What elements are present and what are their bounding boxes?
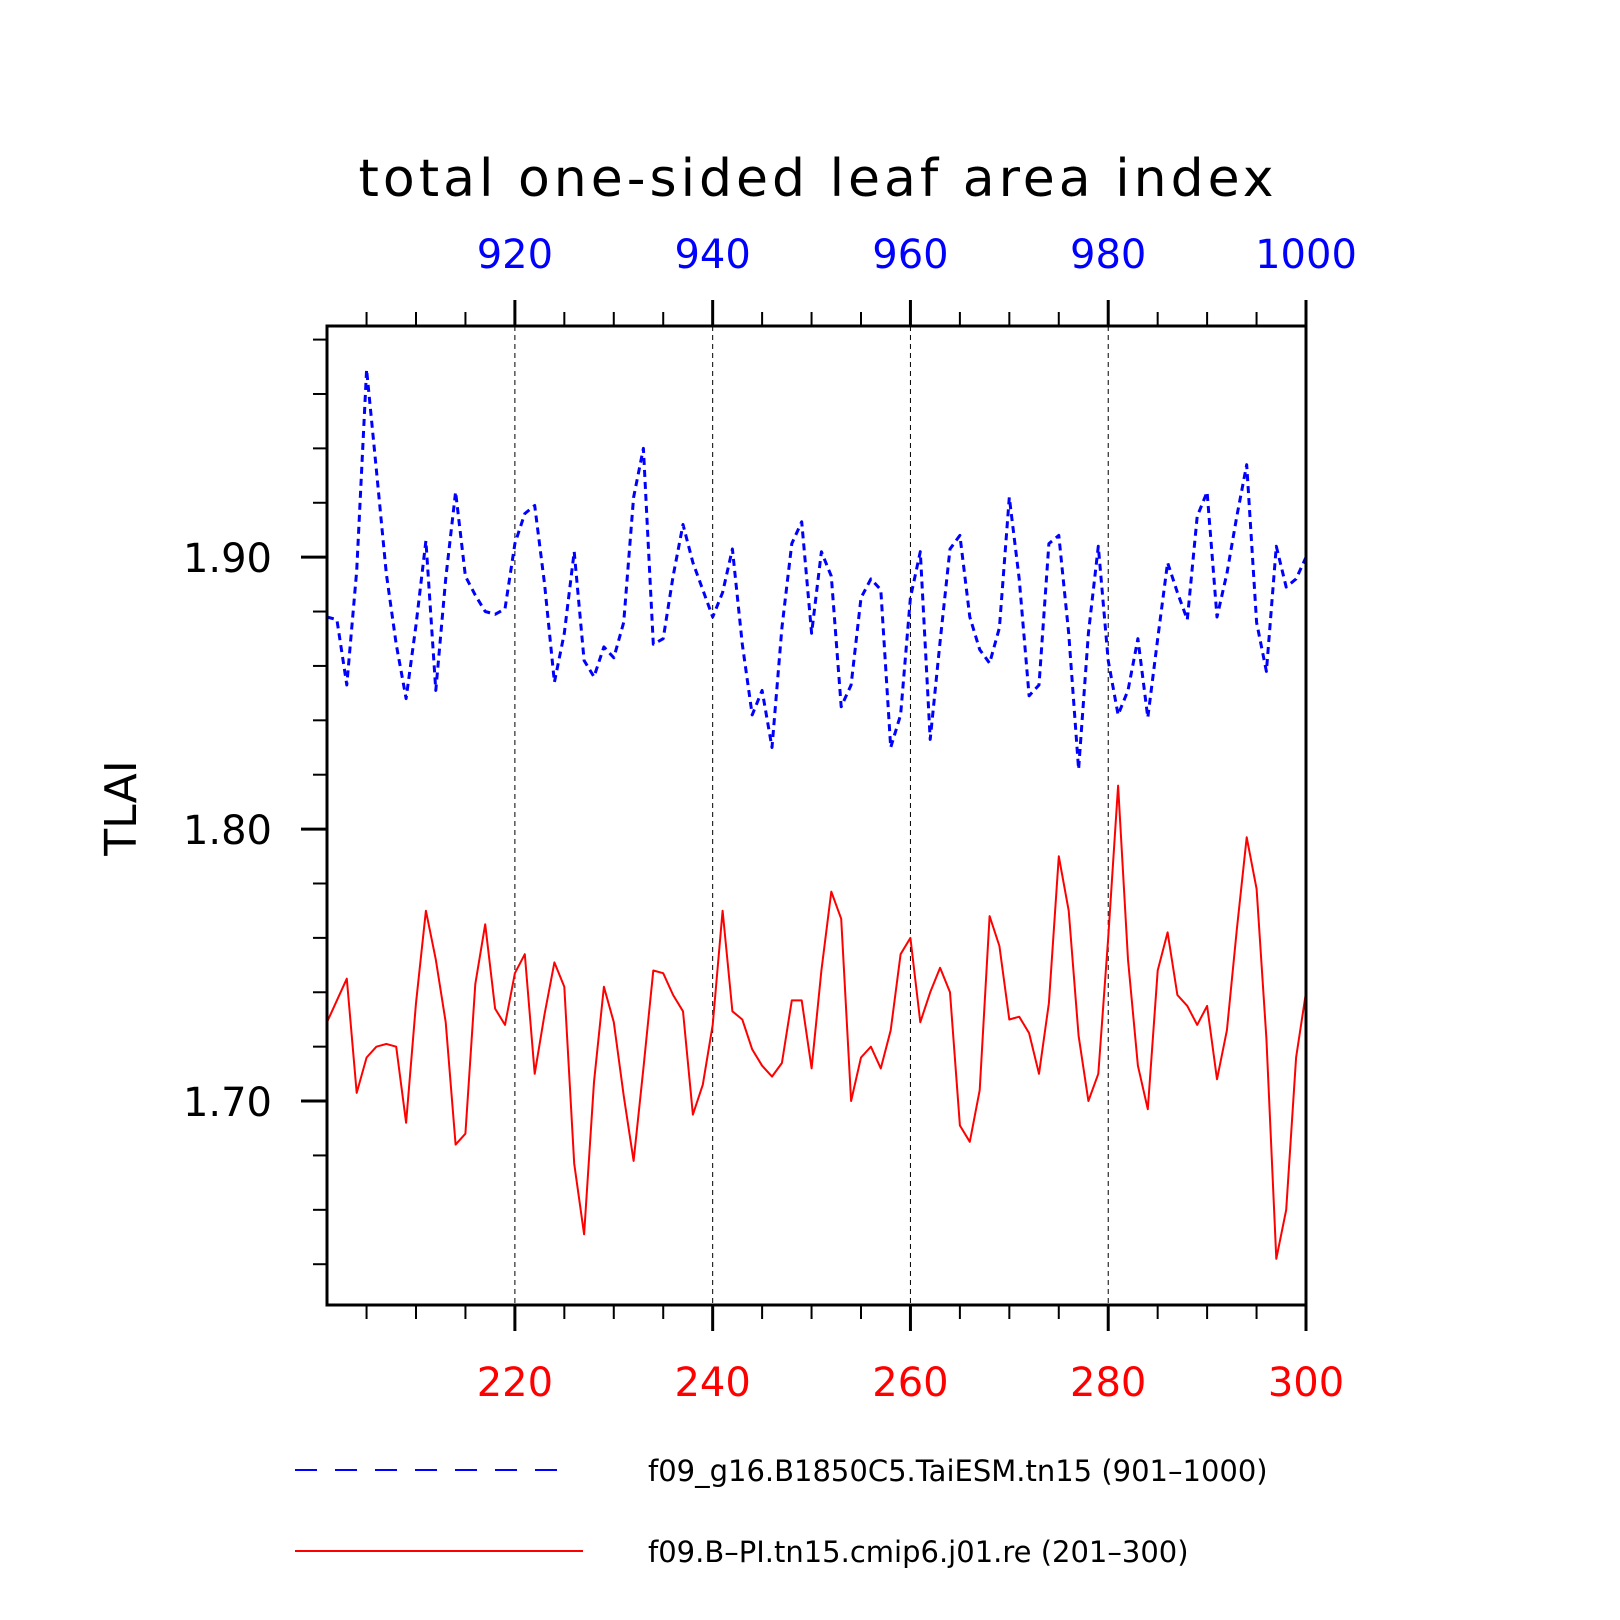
legend-label-cmip6: f09.B–PI.tn15.cmip6.j01.re (201–300) bbox=[648, 1535, 1189, 1569]
x-top-tick-label: 940 bbox=[674, 232, 750, 278]
x-bottom-tick-label: 280 bbox=[1070, 1360, 1146, 1406]
axis-ticks: 220 240 260 280 300 920 940 960 980 1000 1.70 1.80 1… bbox=[183, 232, 1357, 1406]
x-bottom-tick-label: 240 bbox=[674, 1360, 750, 1406]
chart-title: total one-sided leaf area index bbox=[359, 149, 1278, 209]
series-layer bbox=[326, 368, 1308, 1260]
series-line-taiesm bbox=[326, 368, 1308, 771]
x-top-tick-label: 960 bbox=[872, 232, 948, 278]
x-top-tick-label: 920 bbox=[477, 232, 553, 278]
y-tick-label: 1.70 bbox=[183, 1080, 272, 1126]
x-top-tick-label: 1000 bbox=[1255, 232, 1357, 278]
plot-frame bbox=[325, 324, 1308, 1307]
legend: f09_g16.B1850C5.TaiESM.tn15 (901–1000) f… bbox=[295, 1454, 1268, 1569]
legend-label-taiesm: f09_g16.B1850C5.TaiESM.tn15 (901–1000) bbox=[648, 1454, 1268, 1488]
x-bottom-tick-label: 260 bbox=[872, 1360, 948, 1406]
x-bottom-tick-label: 220 bbox=[477, 1360, 553, 1406]
y-axis-label: TLAI bbox=[96, 760, 147, 856]
series-line-cmip6 bbox=[326, 784, 1307, 1260]
y-tick-label: 1.80 bbox=[183, 808, 272, 854]
y-tick-label: 1.90 bbox=[183, 536, 272, 582]
x-top-tick-label: 980 bbox=[1070, 232, 1146, 278]
x-bottom-tick-label: 300 bbox=[1268, 1360, 1344, 1406]
grid-lines bbox=[514, 326, 1109, 1305]
